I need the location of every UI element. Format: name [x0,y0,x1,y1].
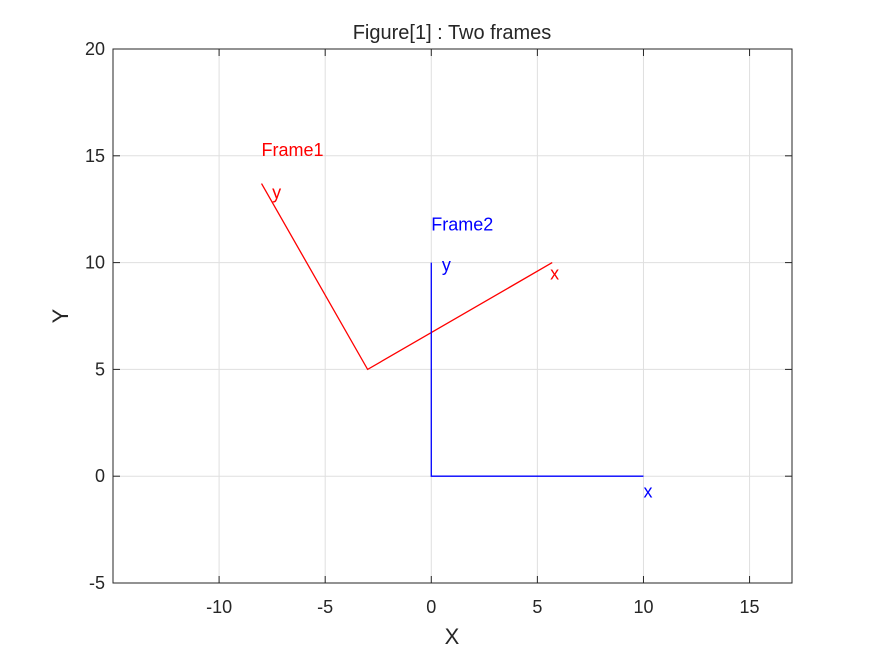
y-axis-label: Y [48,308,73,323]
frame-1-axes-line [260,183,553,371]
annotation-label: y [272,183,281,203]
axes-box [112,48,793,584]
y-tick-label: 5 [95,359,105,379]
y-tick-label: -5 [89,573,105,593]
frame-2-axes-line [430,262,644,477]
annotation-label: Frame2 [431,215,493,235]
chart-title: Figure[1] : Two frames [353,22,552,44]
x-tick-label: 5 [532,597,542,617]
data-series [260,183,644,477]
y-tick-label: 0 [95,466,105,486]
annotation-label: x [643,482,652,502]
annotation-label: Frame1 [262,140,324,160]
x-axis-label: X [445,624,460,649]
axis-ticks: -10 -5 0 5 10 15 -5 0 5 10 15 20 [85,39,792,617]
annotation-label: x [550,264,559,284]
annotation-label: y [442,255,451,275]
x-tick-label: 0 [426,597,436,617]
y-tick-label: 15 [85,146,105,166]
y-tick-label: 10 [85,253,105,273]
plot-area [113,49,792,583]
annotations: Frame1 y x Frame2 y x [262,140,653,502]
y-tick-label: 20 [85,39,105,59]
x-tick-label: -5 [317,597,333,617]
x-tick-label: 10 [633,597,653,617]
x-tick-label: -10 [206,597,232,617]
x-tick-label: 15 [740,597,760,617]
